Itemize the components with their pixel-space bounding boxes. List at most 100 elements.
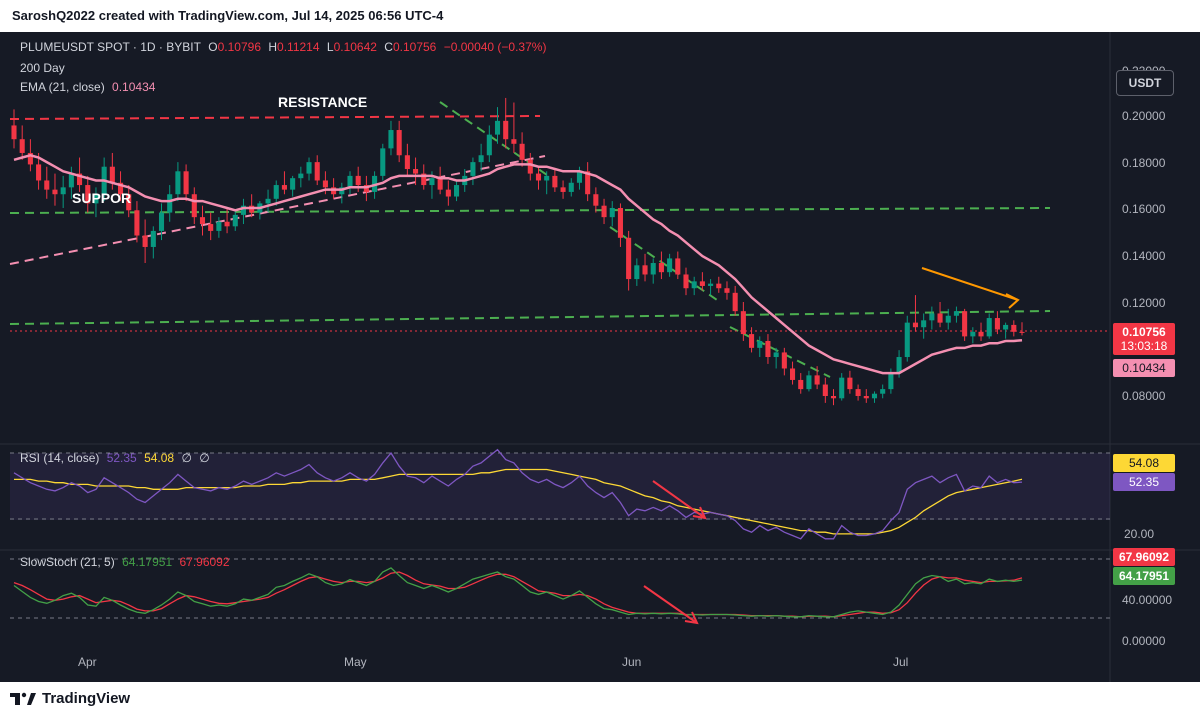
candle-body[interactable] (880, 389, 886, 394)
candle-body[interactable] (503, 120, 509, 140)
support-line-lower[interactable] (9, 310, 1051, 325)
candle-body[interactable] (175, 171, 181, 195)
candle-body[interactable] (839, 377, 845, 399)
candle-body[interactable] (240, 205, 247, 215)
candle-body[interactable] (806, 375, 812, 390)
candle-body[interactable] (994, 318, 1000, 330)
candle-body[interactable] (667, 258, 673, 273)
symbol-legend[interactable]: PLUMEUSDT SPOT · 1D · BYBIT O0.10796 H0.… (20, 40, 550, 54)
candle-body[interactable] (855, 389, 861, 396)
sma-legend[interactable]: 200 Day (20, 61, 69, 75)
tradingview-logo[interactable]: TradingView (10, 690, 130, 707)
candle-body[interactable] (117, 182, 124, 195)
candle-body[interactable] (896, 357, 902, 374)
candle-body[interactable] (576, 171, 583, 183)
downtrend-guide-3[interactable] (729, 326, 831, 378)
candle-body[interactable] (757, 340, 763, 348)
candle-body[interactable] (650, 263, 656, 275)
candle-body[interactable] (822, 384, 828, 396)
rsi-red-arrow[interactable] (652, 480, 706, 519)
candle-body[interactable] (68, 173, 74, 188)
ema-legend[interactable]: EMA (21, close) 0.10434 (20, 80, 159, 94)
candle-body[interactable] (437, 178, 443, 190)
candle-body[interactable] (453, 185, 460, 197)
resistance-annotation[interactable]: RESISTANCE (278, 94, 367, 110)
candle-body[interactable] (19, 139, 25, 153)
candle-body[interactable] (634, 265, 640, 280)
candle-body[interactable] (208, 224, 214, 231)
candle-body[interactable] (265, 198, 271, 204)
candle-body[interactable] (953, 311, 959, 316)
candle-body[interactable] (708, 283, 714, 286)
candle-body[interactable] (699, 281, 705, 286)
candle-body[interactable] (929, 313, 935, 321)
stoch-red-arrow[interactable] (643, 585, 698, 624)
candle-body[interactable] (355, 175, 361, 186)
candle-body[interactable] (224, 221, 230, 227)
rising-trendline[interactable] (9, 155, 546, 265)
candle-body[interactable] (273, 185, 279, 199)
candle-body[interactable] (683, 274, 689, 289)
candle-body[interactable] (765, 340, 771, 358)
candle-body[interactable] (36, 164, 42, 181)
candle-body[interactable] (617, 207, 623, 238)
candle-body[interactable] (281, 185, 287, 190)
candle-body[interactable] (93, 194, 99, 204)
candle-body[interactable] (52, 189, 58, 195)
candle-body[interactable] (347, 175, 353, 188)
stoch-label[interactable]: SlowStoch (21, 5) (20, 555, 115, 569)
candle-body[interactable] (85, 185, 91, 204)
candle-body[interactable] (945, 315, 951, 323)
ema-line[interactable] (13, 154, 1023, 375)
candle-body[interactable] (781, 352, 787, 369)
candle-body[interactable] (691, 281, 697, 289)
candle-body[interactable] (937, 313, 943, 323)
candle-body[interactable] (445, 189, 451, 197)
candle-body[interactable] (749, 334, 755, 348)
candle-body[interactable] (921, 320, 927, 328)
candle-body[interactable] (568, 182, 574, 192)
candle-body[interactable] (814, 375, 820, 385)
candle-body[interactable] (216, 221, 222, 231)
candle-body[interactable] (535, 173, 542, 181)
candle-body[interactable] (609, 207, 615, 218)
ema-label[interactable]: EMA (21, close) (20, 80, 105, 94)
chart-canvas[interactable]: RESISTANCE SUPPOR 0.22000 0.20000 0.1800… (0, 32, 1200, 682)
candle-body[interactable] (527, 159, 533, 174)
candle-body[interactable] (167, 194, 173, 213)
chart-frame[interactable]: RESISTANCE SUPPOR 0.22000 0.20000 0.1800… (0, 32, 1200, 682)
stoch-legend[interactable]: SlowStoch (21, 5) 64.17951 67.96092 (20, 555, 234, 569)
candle-body[interactable] (552, 175, 558, 188)
currency-button[interactable]: USDT (1116, 70, 1174, 96)
candle-body[interactable] (912, 322, 919, 328)
candle-body[interactable] (11, 125, 17, 140)
symbol-name[interactable]: PLUMEUSDT SPOT · 1D · BYBIT (20, 40, 201, 54)
candle-body[interactable] (199, 217, 206, 225)
candle-body[interactable] (191, 194, 197, 218)
candle-body[interactable] (830, 396, 837, 399)
candle-body[interactable] (380, 148, 386, 176)
candle-body[interactable] (494, 120, 501, 135)
candle-body[interactable] (142, 235, 148, 247)
candle-body[interactable] (290, 178, 296, 190)
rsi-label[interactable]: RSI (14, close) (20, 451, 100, 465)
candle-body[interactable] (27, 152, 33, 165)
candle-body[interactable] (626, 237, 632, 280)
candle-body[interactable] (798, 379, 804, 390)
candle-body[interactable] (404, 155, 410, 170)
candle-body[interactable] (109, 166, 115, 183)
support-line-upper[interactable] (9, 207, 1051, 214)
candle-body[interactable] (658, 263, 664, 273)
candle-body[interactable] (486, 134, 492, 156)
candle-body[interactable] (962, 311, 968, 337)
candle-body[interactable] (470, 162, 476, 176)
candle-body[interactable] (675, 258, 681, 275)
stoch-k-line[interactable] (13, 567, 1023, 618)
candle-body[interactable] (847, 377, 853, 390)
candle-body[interactable] (396, 130, 402, 156)
candle-body[interactable] (429, 178, 435, 186)
candle-body[interactable] (888, 373, 894, 390)
candle-body[interactable] (978, 331, 984, 337)
sma-label[interactable]: 200 Day (20, 61, 65, 75)
candle-body[interactable] (724, 288, 730, 293)
